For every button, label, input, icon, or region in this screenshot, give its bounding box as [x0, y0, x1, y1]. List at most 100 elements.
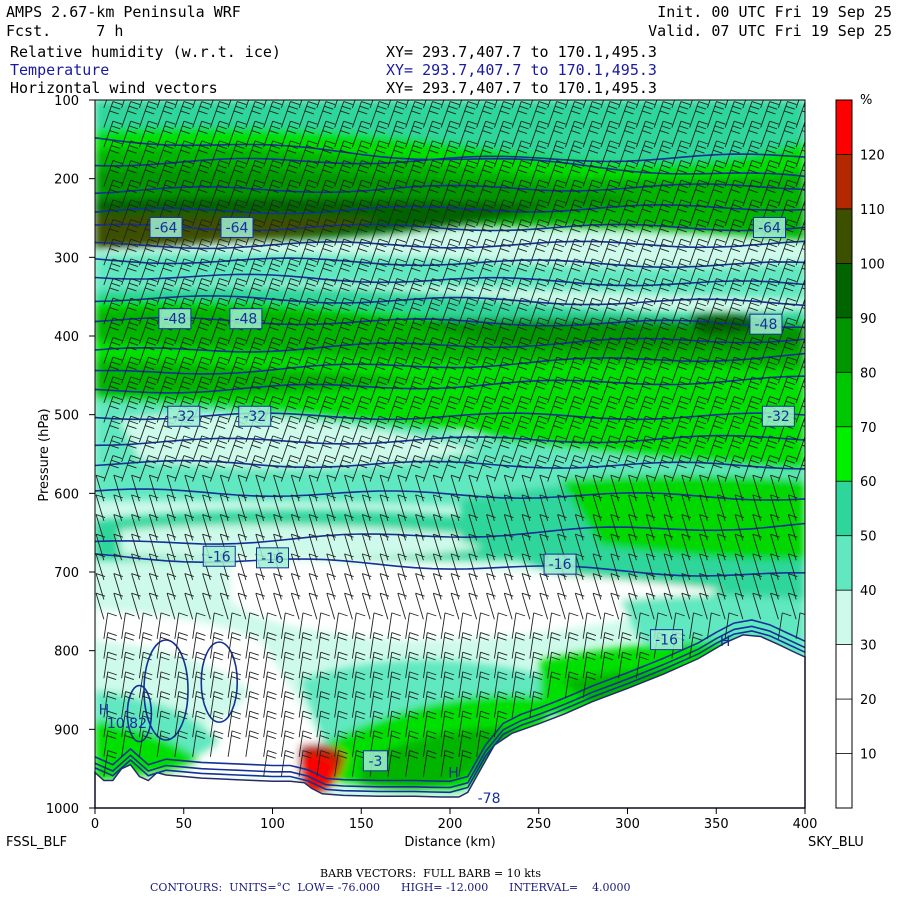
wind-barb	[227, 278, 247, 305]
wind-barb	[156, 278, 176, 305]
wind-barb	[724, 199, 744, 227]
wind-barb	[476, 612, 490, 639]
y-tick-label: 600	[54, 487, 79, 502]
wind-barb	[103, 730, 117, 757]
wind-barb	[192, 612, 206, 639]
wind-barb	[192, 651, 206, 679]
wind-barb	[689, 238, 708, 266]
wind-barb	[564, 317, 584, 345]
wind-barb	[121, 612, 135, 639]
wind-barb	[600, 317, 620, 345]
wind-barb	[422, 140, 442, 168]
wind-barb	[351, 415, 371, 443]
wind-barb	[316, 396, 336, 423]
wind-barb	[405, 632, 419, 659]
x-tick-label: 200	[438, 817, 463, 832]
wind-barb	[689, 101, 708, 128]
wind-barb	[334, 356, 353, 384]
wind-barb	[689, 120, 708, 148]
temperature-label: 10.82	[107, 716, 147, 732]
wind-barb	[458, 101, 478, 128]
wind-barb	[245, 238, 265, 266]
wind-barb	[689, 396, 708, 423]
wind-barb	[138, 278, 158, 305]
wind-barb	[618, 356, 637, 384]
wind-barb	[113, 592, 123, 620]
wind-barb	[653, 317, 673, 345]
wind-barb	[174, 179, 194, 207]
wind-barb	[263, 160, 282, 187]
wind-barb	[192, 376, 211, 404]
wind-barb	[192, 632, 206, 659]
wind-barb	[511, 100, 516, 109]
wind-barb	[405, 238, 424, 266]
wind-barb	[476, 258, 495, 286]
colorbar-swatch	[836, 317, 852, 373]
wind-barb	[440, 671, 455, 698]
wind-barb	[511, 435, 531, 463]
wind-barb	[209, 356, 229, 384]
wind-barb	[227, 730, 242, 757]
wind-barb	[724, 258, 744, 286]
wind-barb	[511, 632, 526, 659]
wind-barb	[361, 592, 372, 620]
wind-barb	[103, 297, 123, 325]
wind-barb	[493, 238, 513, 266]
wind-barb	[476, 710, 490, 738]
wind-barb	[263, 258, 282, 286]
wind-barb	[103, 750, 117, 777]
wind-barb	[405, 160, 424, 187]
wind-barb	[316, 730, 330, 757]
wind-barb	[405, 120, 424, 148]
wind-barb	[298, 415, 318, 443]
wind-barb	[280, 140, 300, 168]
wind-barb	[263, 632, 277, 659]
wind-barb	[316, 100, 321, 109]
right-endpoint-label: SKY_BLU	[808, 835, 864, 850]
wind-barb	[564, 435, 584, 463]
wind-barb	[227, 100, 232, 109]
wind-barb	[529, 415, 549, 443]
colorbar-swatch	[836, 372, 852, 427]
wind-barb	[671, 278, 691, 305]
wind-barb	[227, 651, 242, 679]
wind-barb	[422, 730, 437, 757]
wind-barb	[405, 199, 424, 227]
wind-barb	[369, 632, 384, 659]
wind-barb	[706, 219, 726, 246]
colorbar-swatch	[836, 154, 852, 209]
wind-barb	[493, 179, 513, 207]
wind-barb	[369, 455, 389, 482]
wind-barb	[148, 592, 159, 620]
y-tick-label: 700	[54, 566, 79, 581]
wind-barb	[689, 612, 703, 639]
wind-barb	[351, 455, 371, 482]
wind-barb	[387, 337, 407, 364]
wind-barb	[600, 199, 620, 227]
wind-barb	[298, 199, 318, 227]
wind-barb	[174, 435, 194, 463]
wind-barb	[334, 396, 353, 423]
wind-barb	[387, 160, 407, 187]
wind-barb	[635, 120, 655, 148]
wind-barb	[458, 317, 478, 345]
wind-barb	[635, 376, 655, 404]
wind-barb	[245, 337, 265, 364]
wind-barb	[103, 435, 123, 463]
wind-barb	[192, 120, 211, 148]
wind-barb	[184, 592, 194, 620]
wind-barb	[103, 278, 123, 305]
wind-barb	[440, 219, 460, 246]
wind-barb	[121, 278, 140, 305]
wind-barb	[351, 179, 371, 207]
y-tick-label: 800	[54, 645, 79, 660]
colorbar-swatch	[836, 644, 852, 700]
wind-barb	[174, 238, 194, 266]
wind-barb	[298, 691, 313, 718]
wind-barb	[273, 592, 283, 620]
wind-barb	[511, 356, 531, 384]
wind-barb	[671, 356, 691, 384]
temperature-label: -78	[478, 791, 501, 807]
wind-barb	[316, 337, 336, 364]
wind-barb	[263, 238, 282, 266]
